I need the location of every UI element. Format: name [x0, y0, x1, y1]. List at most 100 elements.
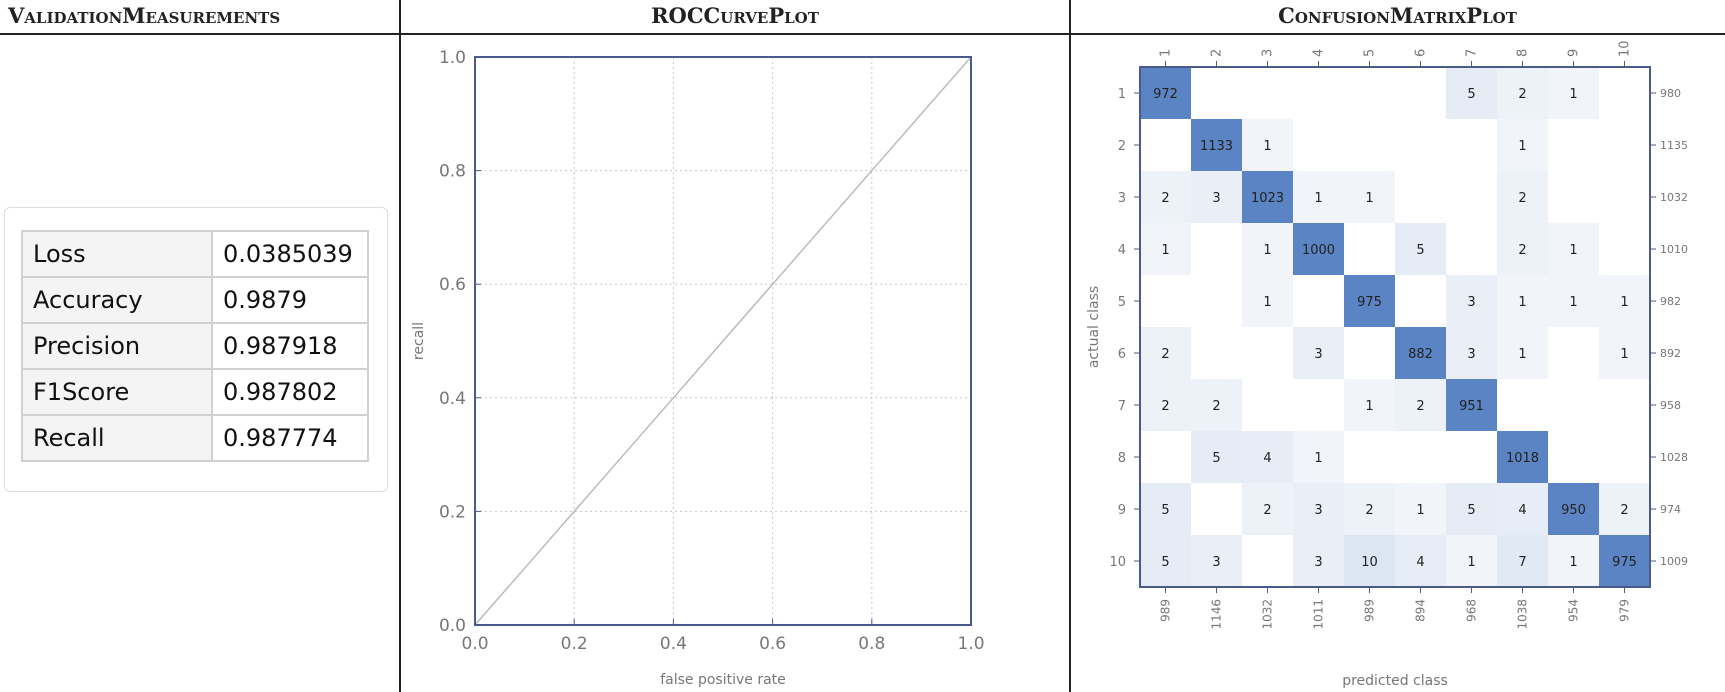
cm-cell	[1344, 275, 1395, 327]
cm-cell	[1344, 119, 1395, 171]
cm-col-class-label: 1	[1159, 49, 1174, 57]
cm-cell	[1344, 483, 1395, 535]
cm-cell	[1293, 431, 1344, 483]
cm-cell-value: 1	[1365, 399, 1373, 414]
roc-series-line	[474, 56, 972, 626]
cm-cell-value: 1133	[1200, 139, 1233, 154]
cm-cell	[1140, 119, 1191, 171]
cm-cell	[1497, 327, 1548, 379]
cm-cell	[1344, 171, 1395, 223]
cm-cell	[1548, 119, 1599, 171]
cm-cell	[1344, 431, 1395, 483]
cm-cell-value: 1	[1569, 243, 1577, 258]
cm-cell	[1293, 171, 1344, 223]
cm-cell-value: 3	[1314, 503, 1322, 518]
cm-cell	[1599, 379, 1650, 431]
cm-cell	[1395, 431, 1446, 483]
cm-cell	[1140, 223, 1191, 275]
cm-cell-value: 4	[1416, 555, 1424, 570]
cm-y-axis-label: actual class	[1086, 286, 1102, 368]
cm-row-class-label: 4	[1118, 243, 1126, 258]
cm-cell-value: 1	[1518, 139, 1526, 154]
cm-row-class-label: 3	[1118, 191, 1126, 206]
cm-cell	[1344, 327, 1395, 379]
cm-cell	[1548, 535, 1599, 587]
cm-cell-value: 2	[1620, 503, 1628, 518]
cm-cell-value: 1	[1569, 295, 1577, 310]
cm-cell-value: 1	[1161, 243, 1169, 258]
roc-x-tick-label: 0.2	[561, 634, 588, 654]
cm-col-class-label: 10	[1618, 40, 1633, 57]
metrics-frame: Loss 0.0385039 Accuracy 0.9879 Precision…	[4, 207, 388, 492]
cm-cell-value: 1	[1314, 191, 1322, 206]
cm-cell	[1191, 431, 1242, 483]
cm-cell-value: 1023	[1251, 191, 1284, 206]
cm-row-class-label: 8	[1118, 451, 1126, 466]
roc-x-tick-label: 0.8	[858, 634, 885, 654]
panel-divider	[399, 0, 401, 692]
roc-x-tick-label: 1.0	[957, 634, 984, 654]
roc-x-tick-label: 0.6	[759, 634, 786, 654]
cm-cell	[1497, 67, 1548, 119]
cm-cell	[1395, 171, 1446, 223]
cm-row-class-label: 1	[1118, 87, 1126, 102]
metric-value: 0.987918	[211, 322, 369, 370]
cm-cell-value: 3	[1212, 555, 1220, 570]
cm-cell	[1140, 379, 1191, 431]
validation-header: ValidationMeasurements	[8, 3, 281, 28]
cm-cell	[1140, 171, 1191, 223]
roc-y-tick-label: 0.6	[439, 275, 466, 295]
cm-cell-value: 2	[1365, 503, 1373, 518]
cm-cell	[1293, 275, 1344, 327]
cm-cell-value: 882	[1408, 347, 1433, 362]
cm-cell-value: 1	[1263, 295, 1271, 310]
cm-cell	[1599, 483, 1650, 535]
cm-cell	[1599, 119, 1650, 171]
cm-cell-value: 972	[1153, 87, 1178, 102]
cm-cell	[1497, 483, 1548, 535]
cm-col-total: 894	[1414, 599, 1428, 622]
cm-cell	[1191, 67, 1242, 119]
cm-cell-value: 1018	[1506, 451, 1539, 466]
cm-cell	[1293, 483, 1344, 535]
cm-cell-value: 2	[1518, 191, 1526, 206]
cm-cell-value: 2	[1161, 347, 1169, 362]
cm-cell-value: 4	[1518, 503, 1526, 518]
validation-panel: ValidationMeasurements Loss 0.0385039 Ac…	[0, 0, 400, 692]
cm-col-class-label: 3	[1261, 49, 1276, 57]
cm-cell-value: 1	[1365, 191, 1373, 206]
cm-cell	[1497, 431, 1548, 483]
cm-cell	[1242, 275, 1293, 327]
cm-cell	[1599, 327, 1650, 379]
cm-row-class-label: 5	[1118, 295, 1126, 310]
cm-cell	[1548, 431, 1599, 483]
cm-cell-value: 5	[1212, 451, 1220, 466]
cm-cell	[1497, 379, 1548, 431]
cm-row-class-label: 7	[1118, 399, 1126, 414]
cm-cell-value: 5	[1161, 555, 1169, 570]
roc-y-tick-label: 0.2	[439, 502, 466, 522]
cm-cell	[1191, 223, 1242, 275]
cm-cell	[1293, 535, 1344, 587]
cm-cell	[1599, 431, 1650, 483]
cm-col-class-label: 2	[1210, 49, 1225, 57]
cm-cell-value: 10	[1361, 555, 1378, 570]
cm-cell	[1446, 535, 1497, 587]
metric-name: Recall	[21, 414, 213, 462]
cm-cell-value: 975	[1357, 295, 1382, 310]
cm-cell	[1548, 379, 1599, 431]
cm-plot-frame	[1139, 66, 1651, 588]
panel-divider	[1069, 0, 1071, 692]
cm-cell	[1497, 223, 1548, 275]
roc-y-tick-label: 0.0	[439, 616, 466, 636]
cm-cell	[1242, 535, 1293, 587]
cm-col-class-label: 4	[1312, 49, 1327, 57]
cm-cell-value: 2	[1263, 503, 1271, 518]
cm-cell-value: 2	[1212, 399, 1220, 414]
header-rule	[0, 33, 1725, 35]
roc-y-tick-label: 0.8	[439, 162, 466, 182]
cm-cell	[1446, 327, 1497, 379]
cm-row-total: 980	[1660, 87, 1681, 100]
cm-cell	[1242, 379, 1293, 431]
cm-row-total: 1032	[1660, 191, 1688, 204]
